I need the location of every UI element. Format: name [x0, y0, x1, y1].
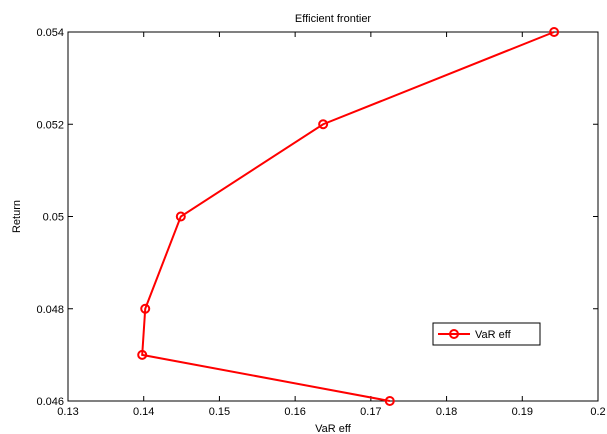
data-point [384, 396, 395, 406]
data-point [549, 27, 560, 37]
x-tick-label: 0.17 [360, 406, 381, 418]
x-tick-label: 0.19 [512, 406, 533, 418]
x-tick-label: 0.14 [133, 406, 154, 418]
data-point [137, 349, 148, 360]
y-tick-label: 0.052 [36, 119, 64, 131]
x-tick-label: 0.13 [57, 406, 78, 418]
x-tick-label: 0.2 [590, 406, 605, 418]
data-point [140, 303, 151, 314]
plot-frame [67, 31, 599, 402]
data-point [175, 211, 186, 222]
y-axis-title: Return [11, 200, 23, 233]
legend-box [432, 322, 541, 346]
x-tick-label: 0.16 [284, 406, 305, 418]
ticks-layer: 0.13 0.14 0.15 0.16 0.17 0.18 0.19 0.2 0.046 0.04… [36, 27, 605, 418]
y-tick-label: 0.05 [43, 212, 64, 224]
x-tick-label: 0.18 [436, 406, 457, 418]
legend-marker [449, 329, 459, 339]
x-tick-label: 0.15 [209, 406, 230, 418]
y-tick-label: 0.046 [36, 396, 64, 408]
y-tick-label: 0.048 [36, 304, 64, 316]
chart-title: Efficient frontier [295, 13, 372, 25]
series-line [141, 31, 555, 402]
y-tick-label: 0.054 [36, 27, 64, 39]
data-point [318, 119, 329, 130]
x-axis-title: VaR eff [315, 423, 352, 434]
legend-label: VaR eff [475, 329, 512, 341]
series-layer [137, 27, 560, 406]
legend: VaR eff [432, 322, 541, 346]
